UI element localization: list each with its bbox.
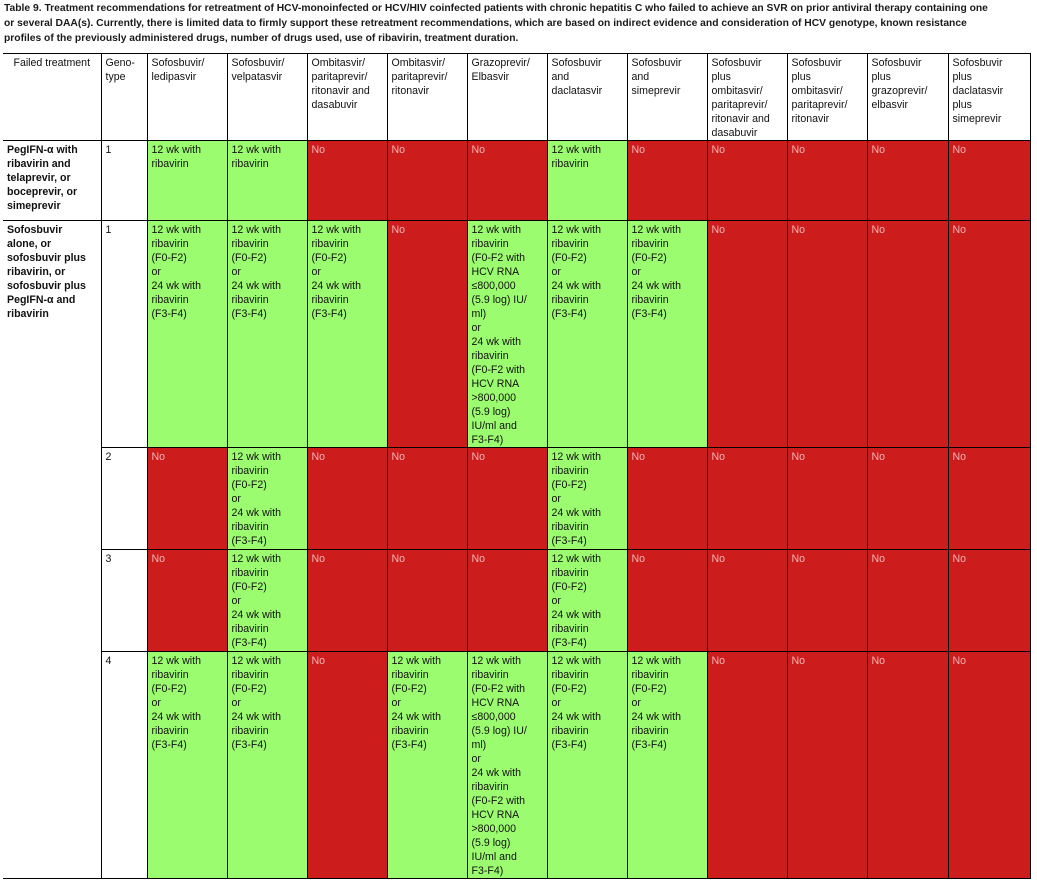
table-row: 2 No 12 wk with ribavirin (F0-F2) or 24 wk…	[3, 447, 1031, 550]
table-caption: Table 9. Treatment recommendations for r…	[4, 1, 1037, 46]
header-sofosbuvir-velpatasvir: Sofosbuvir/ velpatasvir	[226, 53, 308, 141]
not-recommended-cell: No	[466, 447, 548, 550]
genotype-cell: 1	[100, 140, 148, 221]
not-recommended-cell: No	[786, 549, 868, 652]
recommended-cell: 12 wk with ribavirin (F0-F2) or 24 wk wi…	[226, 220, 308, 448]
recommended-cell: 12 wk with ribavirin (F0-F2) or 24 wk wi…	[226, 549, 308, 652]
recommended-cell: 12 wk with ribavirin	[546, 140, 628, 221]
not-recommended-cell: No	[947, 220, 1031, 448]
recommended-cell: 12 wk with ribavirin	[226, 140, 308, 221]
recommended-cell: 12 wk with ribavirin (F0-F2 with HCV RNA…	[466, 220, 548, 448]
not-recommended-cell: No	[386, 140, 468, 221]
table-row: Sofosbuvir alone, or sofosbuvir plus rib…	[3, 220, 1031, 879]
table-row: 4 12 wk with ribavirin (F0-F2) or 24 wk w…	[3, 651, 1031, 879]
recommended-cell: 12 wk with ribavirin (F0-F2) or 24 wk wi…	[226, 651, 308, 879]
not-recommended-cell: No	[786, 447, 868, 550]
caption-line: or several DAA(s). Currently, there is l…	[4, 18, 967, 29]
recommended-cell: 12 wk with ribavirin (F0-F2) or 24 wk wi…	[546, 220, 628, 448]
recommended-cell: 12 wk with ribavirin (F0-F2) or 24 wk wi…	[546, 549, 628, 652]
not-recommended-cell: No	[786, 220, 868, 448]
not-recommended-cell: No	[947, 549, 1031, 652]
failed-treatment-cell: Sofosbuvir alone, or sofosbuvir plus rib…	[3, 220, 102, 879]
table-row: PegIFN-α with ribavirin and telaprevir, …	[3, 140, 1031, 221]
header-sof-ombitasvir-paritaprevir-ritonavir-dasabuvir: Sofosbuvir plus ombitasvir/ paritaprevir…	[706, 53, 788, 141]
header-grazoprevir-elbasvir: Grazoprevir/ Elbasvir	[466, 53, 548, 141]
not-recommended-cell: No	[626, 447, 708, 550]
header-sof-daclatasvir-simeprevir: Sofosbuvir plus daclatasvir plus simepre…	[947, 53, 1031, 141]
not-recommended-cell: No	[866, 549, 949, 652]
recommended-cell: 12 wk with ribavirin (F0-F2) or 24 wk wi…	[626, 220, 708, 448]
genotype-cell: 1	[100, 220, 148, 448]
not-recommended-cell: No	[386, 220, 468, 448]
not-recommended-cell: No	[306, 651, 388, 879]
not-recommended-cell: No	[706, 220, 788, 448]
header-sof-ombitasvir-paritaprevir-ritonavir: Sofosbuvir plus ombitasvir/ paritaprevir…	[786, 53, 868, 141]
not-recommended-cell: No	[947, 651, 1031, 879]
not-recommended-cell: No	[306, 140, 388, 221]
not-recommended-cell: No	[466, 549, 548, 652]
genotype-cell: 3	[100, 549, 148, 652]
recommended-cell: 12 wk with ribavirin (F0-F2) or 24 wk wi…	[626, 651, 708, 879]
recommended-cell: 12 wk with ribavirin (F0-F2) or 24 wk wi…	[546, 651, 628, 879]
header-failed-treatment: Failed treatment	[3, 53, 102, 141]
not-recommended-cell: No	[786, 140, 868, 221]
not-recommended-cell: No	[146, 549, 228, 652]
not-recommended-cell: No	[706, 447, 788, 550]
genotype-cell: 2	[100, 447, 148, 550]
not-recommended-cell: No	[947, 447, 1031, 550]
recommended-cell: 12 wk with ribavirin (F0-F2) or 24 wk wi…	[546, 447, 628, 550]
not-recommended-cell: No	[306, 549, 388, 652]
not-recommended-cell: No	[386, 549, 468, 652]
not-recommended-cell: No	[786, 651, 868, 879]
retreatment-table: Failed treatment Geno- type Sofosbuvir/ …	[3, 53, 1031, 879]
not-recommended-cell: No	[866, 140, 949, 221]
recommended-cell: 12 wk with ribavirin (F0-F2 with HCV RNA…	[466, 651, 548, 879]
not-recommended-cell: No	[866, 447, 949, 550]
recommended-cell: 12 wk with ribavirin (F0-F2) or 24 wk wi…	[226, 447, 308, 550]
caption-line: Table 9. Treatment recommendations for r…	[4, 3, 988, 14]
table-row: 3 No 12 wk with ribavirin (F0-F2) or 24 wk…	[3, 549, 1031, 652]
not-recommended-cell: No	[866, 220, 949, 448]
recommended-cell: 12 wk with ribavirin (F0-F2) or 24 wk wi…	[146, 651, 228, 879]
not-recommended-cell: No	[146, 447, 228, 550]
header-sof-grazoprevir-elbasvir: Sofosbuvir plus grazoprevir/ elbasvir	[866, 53, 949, 141]
not-recommended-cell: No	[466, 140, 548, 221]
table-body: PegIFN-α with ribavirin and telaprevir, …	[3, 140, 1031, 879]
failed-treatment-cell: PegIFN-α with ribavirin and telaprevir, …	[3, 140, 102, 221]
not-recommended-cell: No	[386, 447, 468, 550]
recommended-cell: 12 wk with ribavirin	[146, 140, 228, 221]
not-recommended-cell: No	[706, 651, 788, 879]
recommended-cell: 12 wk with ribavirin (F0-F2) or 24 wk wi…	[146, 220, 228, 448]
genotype-cell: 4	[100, 651, 148, 879]
not-recommended-cell: No	[706, 140, 788, 221]
header-genotype: Geno- type	[100, 53, 148, 141]
caption-line: profiles of the previously administered …	[4, 33, 519, 44]
not-recommended-cell: No	[947, 140, 1031, 221]
not-recommended-cell: No	[626, 140, 708, 221]
not-recommended-cell: No	[306, 447, 388, 550]
header-sofosbuvir-ledipasvir: Sofosbuvir/ ledipasvir	[146, 53, 228, 141]
not-recommended-cell: No	[866, 651, 949, 879]
header-sofosbuvir-simeprevir: Sofosbuvir and simeprevir	[626, 53, 708, 141]
header-ombitasvir-paritaprevir-ritonavir: Ombitasvir/ paritaprevir/ ritonavir	[386, 53, 468, 141]
recommended-cell: 12 wk with ribavirin (F0-F2) or 24 wk wi…	[386, 651, 468, 879]
header-sofosbuvir-daclatasvir: Sofosbuvir and daclatasvir	[546, 53, 628, 141]
header-row: Failed treatment Geno- type Sofosbuvir/ …	[3, 53, 1031, 141]
recommended-cell: 12 wk with ribavirin (F0-F2) or 24 wk wi…	[306, 220, 388, 448]
not-recommended-cell: No	[626, 549, 708, 652]
not-recommended-cell: No	[706, 549, 788, 652]
header-ombitasvir-paritaprevir-ritonavir-dasabuvir: Ombitasvir/ paritaprevir/ ritonavir and …	[306, 53, 388, 141]
